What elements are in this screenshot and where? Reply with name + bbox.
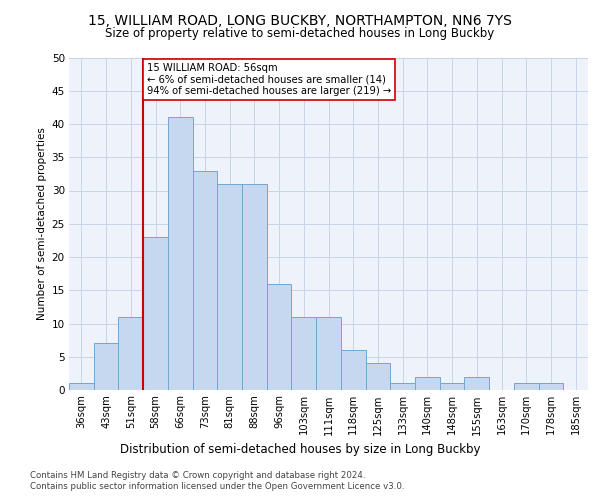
Text: 15 WILLIAM ROAD: 56sqm
← 6% of semi-detached houses are smaller (14)
94% of semi: 15 WILLIAM ROAD: 56sqm ← 6% of semi-deta… <box>147 63 391 96</box>
Bar <box>292 317 316 390</box>
Text: 15, WILLIAM ROAD, LONG BUCKBY, NORTHAMPTON, NN6 7YS: 15, WILLIAM ROAD, LONG BUCKBY, NORTHAMPT… <box>88 14 512 28</box>
Bar <box>514 384 539 390</box>
Bar <box>118 317 143 390</box>
Bar <box>539 384 563 390</box>
Bar <box>193 170 217 390</box>
Text: Contains public sector information licensed under the Open Government Licence v3: Contains public sector information licen… <box>30 482 404 491</box>
Bar <box>267 284 292 390</box>
Bar <box>94 344 118 390</box>
Text: Contains HM Land Registry data © Crown copyright and database right 2024.: Contains HM Land Registry data © Crown c… <box>30 471 365 480</box>
Bar <box>217 184 242 390</box>
Text: Distribution of semi-detached houses by size in Long Buckby: Distribution of semi-detached houses by … <box>120 442 480 456</box>
Bar <box>415 376 440 390</box>
Bar <box>168 118 193 390</box>
Bar <box>242 184 267 390</box>
Y-axis label: Number of semi-detached properties: Number of semi-detached properties <box>37 128 47 320</box>
Bar <box>390 384 415 390</box>
Bar <box>464 376 489 390</box>
Bar <box>341 350 365 390</box>
Text: Size of property relative to semi-detached houses in Long Buckby: Size of property relative to semi-detach… <box>106 28 494 40</box>
Bar <box>440 384 464 390</box>
Bar <box>365 364 390 390</box>
Bar <box>143 237 168 390</box>
Bar <box>69 384 94 390</box>
Bar <box>316 317 341 390</box>
